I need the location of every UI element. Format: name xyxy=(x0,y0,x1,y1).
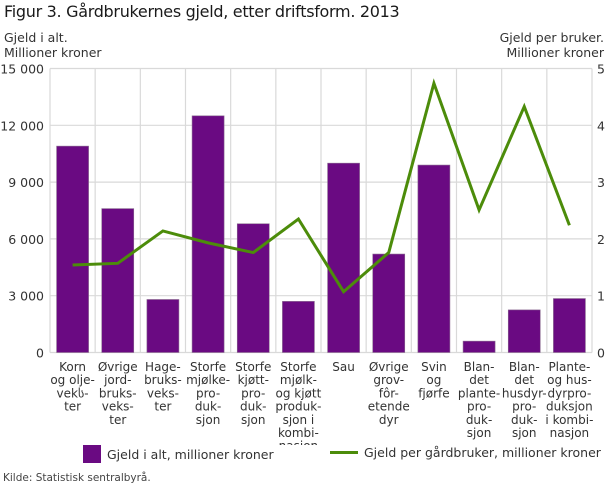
x-tick-label: Blan-det husdyr-pro-duk-sjon xyxy=(502,360,547,440)
legend-bar-swatch xyxy=(83,445,101,463)
bar xyxy=(462,340,496,353)
x-tick-label: Korn og olje-vekს-ter xyxy=(50,360,95,414)
x-tick-label: Blan-det plante-pro-duk-sjon xyxy=(458,360,500,440)
chart-plot: 0 3 000 6 000 9 000 12 000 15 000 0 1 2 3 4 5 Korn… xyxy=(0,62,605,446)
bar xyxy=(56,145,89,353)
x-tick-label: Plante-og hus-dyrpro-duksjon i kombi-nasj… xyxy=(545,360,593,440)
x-tick-label: Sau xyxy=(332,360,355,374)
left-axis-ticks: 0 3 000 6 000 9 000 12 000 15 000 xyxy=(0,62,44,361)
source-note: Kilde: Statistisk sentralbyrå. xyxy=(3,472,151,484)
line-path xyxy=(72,78,571,295)
legend-line-swatch xyxy=(330,451,358,454)
bar xyxy=(327,162,360,353)
bar xyxy=(417,164,451,353)
right-axis-ticks: 0 1 2 3 4 5 xyxy=(597,62,605,361)
bar xyxy=(553,298,586,353)
right-tick-label: 5 xyxy=(597,62,605,77)
grid-lines xyxy=(49,67,593,354)
left-tick-label: 0 xyxy=(36,346,44,361)
left-tick-label: 12 000 xyxy=(0,118,44,133)
bar xyxy=(507,309,541,353)
left-axis-title-line2: Millioner kroner xyxy=(4,45,102,60)
left-tick-label: 3 000 xyxy=(8,289,44,304)
bar xyxy=(282,301,315,353)
right-tick-label: 0 xyxy=(597,346,605,361)
right-axis-title-line1: Gjeld per bruker. xyxy=(499,30,604,45)
legend-line-label: Gjeld per gårdbruker, millioner kroner xyxy=(364,445,601,460)
bar xyxy=(372,253,406,353)
left-axis-title: Gjeld i alt. Millioner kroner xyxy=(4,30,102,60)
right-tick-label: 2 xyxy=(597,232,605,247)
x-tick-label: Svin og fjørfe xyxy=(418,360,449,400)
right-axis-title-line2: Millioner kroner xyxy=(506,45,604,60)
bar xyxy=(191,115,225,353)
x-tick-label: Øvrige grov-fôr-etende dyr xyxy=(368,360,410,427)
bar xyxy=(101,208,135,353)
left-tick-label: 15 000 xyxy=(0,62,44,77)
right-tick-label: 1 xyxy=(597,289,605,304)
x-tick-label: Storfe kjøtt-pro-duk-sjon xyxy=(235,360,271,427)
chart-title: Figur 3. Gårdbrukernes gjeld, etter drif… xyxy=(4,2,400,21)
legend-item-bar: Gjeld i alt, millioner kroner xyxy=(83,445,274,463)
bar xyxy=(146,299,180,353)
x-tick-label: Hage-bruks-veks-ter xyxy=(144,360,182,414)
right-tick-label: 3 xyxy=(597,175,605,190)
x-tick-label: Storfe mjølke-pro-duk-sjon xyxy=(186,360,230,427)
right-axis-title: Gjeld per bruker. Millioner kroner xyxy=(500,30,604,60)
legend-item-line: Gjeld per gårdbruker, millioner kroner xyxy=(330,445,601,460)
right-tick-label: 4 xyxy=(597,118,605,133)
line-series xyxy=(72,78,571,295)
legend-bar-label: Gjeld i alt, millioner kroner xyxy=(107,446,274,462)
left-tick-label: 6 000 xyxy=(8,232,44,247)
left-axis-title-line1: Gjeld i alt. xyxy=(4,30,68,45)
left-tick-label: 9 000 xyxy=(8,175,44,190)
x-tick-label: Øvrige jord-bruks-veks-ter xyxy=(98,360,138,427)
